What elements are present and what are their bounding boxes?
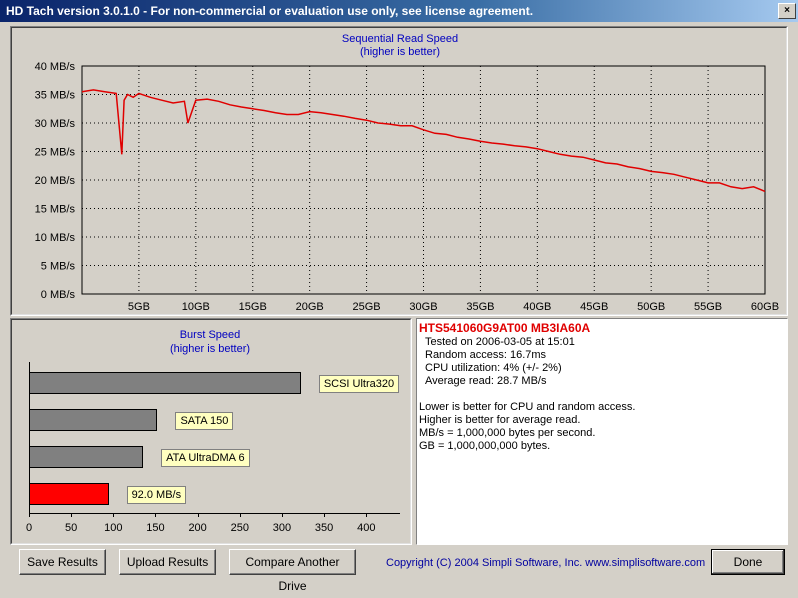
burst-x-tick xyxy=(71,513,73,517)
burst-bar-label: SCSI Ultra320 xyxy=(318,375,400,393)
upload-results-button[interactable]: Upload Results xyxy=(119,549,216,575)
burst-x-tick xyxy=(324,513,326,517)
compare-another-drive-button[interactable]: Compare Another Drive xyxy=(229,549,356,593)
burst-x-tick-label: 150 xyxy=(146,522,165,534)
sequential-read-chart: 0 MB/s 5 MB/s 10 MB/s 15 MB/s 20 MB/s 25 MB/s… xyxy=(35,61,779,313)
x-tick-label: 45GB xyxy=(580,301,608,313)
note-lower-better: Lower is better for CPU and random acces… xyxy=(419,401,636,413)
drive-name: HTS541060G9AT00 MB3IA60A xyxy=(419,321,591,335)
sequential-chart-subtitle: (higher is better) xyxy=(359,46,441,58)
average-read: Average read: 28.7 MB/s xyxy=(425,375,547,387)
burst-x-tick xyxy=(155,513,157,517)
x-tick-label: 25GB xyxy=(353,301,381,313)
x-tick-label: 60GB xyxy=(751,301,779,313)
random-access: Random access: 16.7ms xyxy=(425,349,547,361)
close-icon[interactable]: × xyxy=(778,3,796,19)
read-speed-line xyxy=(81,89,766,193)
x-tick-label: 35GB xyxy=(466,301,494,313)
copyright-text[interactable]: Copyright (C) 2004 Simpli Software, Inc.… xyxy=(386,557,706,569)
burst-x-tick-label: 400 xyxy=(357,522,376,534)
burst-bar-label: SATA 150 xyxy=(175,412,234,430)
y-tick-label: 15 MB/s xyxy=(35,204,76,216)
y-tick-label: 10 MB/s xyxy=(35,232,76,244)
burst-speed-panel xyxy=(10,318,412,545)
sequential-chart-title: Sequential Read Speed xyxy=(341,33,459,45)
plot-area xyxy=(81,65,766,295)
burst-chart-subtitle: (higher is better) xyxy=(169,343,251,355)
burst-x-tick-label: 300 xyxy=(272,522,292,534)
burst-bar xyxy=(29,372,301,394)
y-tick-label: 40 MB/s xyxy=(35,61,76,73)
burst-x-tick-label: 0 xyxy=(25,522,33,534)
burst-x-tick xyxy=(281,513,283,517)
x-tick-label: 55GB xyxy=(694,301,722,313)
burst-chart-title: Burst Speed xyxy=(179,329,241,341)
burst-x-tick xyxy=(29,513,30,517)
y-tick-label: 0 MB/s xyxy=(41,289,76,301)
tested-on: Tested on 2006-03-05 at 15:01 xyxy=(425,336,575,348)
y-tick-label: 30 MB/s xyxy=(35,118,76,130)
burst-x-tick-label: 50 xyxy=(65,522,78,534)
burst-y-axis xyxy=(29,362,30,513)
burst-x-tick xyxy=(239,513,241,517)
x-tick-label: 15GB xyxy=(239,301,267,313)
burst-x-tick-label: 200 xyxy=(188,522,207,534)
cpu-utilization: CPU utilization: 4% (+/- 2%) xyxy=(425,362,562,374)
title-bar[interactable]: HD Tach version 3.0.1.0 - For non-commer… xyxy=(0,0,798,22)
burst-x-tick xyxy=(366,513,368,517)
x-tick-label: 50GB xyxy=(637,301,665,313)
note-gb-definition: GB = 1,000,000,000 bytes. xyxy=(419,440,551,452)
done-button[interactable]: Done xyxy=(711,549,785,575)
y-tick-label: 35 MB/s xyxy=(35,90,76,102)
window-title: HD Tach version 3.0.1.0 - For non-commer… xyxy=(6,4,534,18)
note-higher-better: Higher is better for average read. xyxy=(419,414,581,426)
x-tick-label: 20GB xyxy=(296,301,324,313)
x-tick-label: 40GB xyxy=(523,301,551,313)
burst-bar-label: 92.0 MB/s xyxy=(126,486,187,504)
note-mbs-definition: MB/s = 1,000,000 bytes per second. xyxy=(419,427,596,439)
sequential-read-panel xyxy=(10,26,788,316)
burst-x-tick xyxy=(197,513,199,517)
x-tick-label: 10GB xyxy=(182,301,210,313)
y-tick-label: 5 MB/s xyxy=(41,261,76,273)
drive-info-box: HTS541060G9AT00 MB3IA60A Tested on 2006-… xyxy=(416,318,788,545)
x-tick-label: 30GB xyxy=(409,301,437,313)
burst-bar xyxy=(29,409,158,431)
burst-x-tick xyxy=(113,513,115,517)
burst-bar xyxy=(29,483,109,505)
y-tick-label: 20 MB/s xyxy=(35,175,76,187)
burst-x-tick-label: 350 xyxy=(314,522,334,534)
y-tick-label: 25 MB/s xyxy=(35,147,76,159)
burst-x-tick-label: 100 xyxy=(104,522,123,534)
burst-x-tick-label: 250 xyxy=(230,522,249,534)
burst-x-axis xyxy=(29,513,400,514)
burst-bar xyxy=(29,446,144,468)
x-tick-label: 5GB xyxy=(128,301,150,313)
burst-bar-label: ATA UltraDMA 6 xyxy=(161,449,250,467)
save-results-button[interactable]: Save Results xyxy=(19,549,106,575)
